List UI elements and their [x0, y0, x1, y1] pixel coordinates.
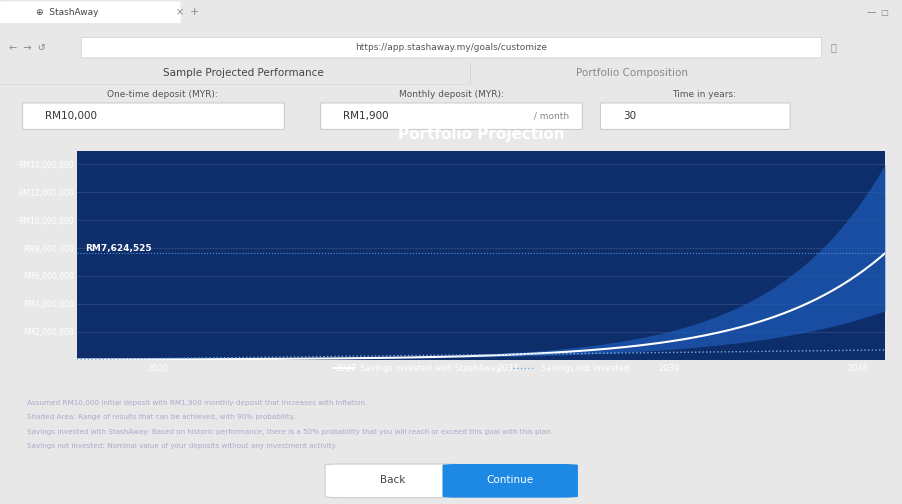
Text: Portfolio Composition: Portfolio Composition — [575, 68, 687, 78]
Text: Continue: Continue — [486, 475, 533, 485]
Text: ×: × — [176, 7, 184, 17]
Text: Savings not invested: Nominal value of your deposits without any investment acti: Savings not invested: Nominal value of y… — [27, 443, 336, 449]
FancyBboxPatch shape — [320, 103, 582, 130]
FancyBboxPatch shape — [442, 464, 577, 497]
Text: Assumed RM10,000 initial deposit with RM1,900 monthly deposit that increases wit: Assumed RM10,000 initial deposit with RM… — [27, 400, 367, 406]
Text: RM7,624,525: RM7,624,525 — [85, 244, 152, 253]
Text: RM1,900: RM1,900 — [343, 111, 389, 121]
Text: One-time deposit (MYR):: One-time deposit (MYR): — [107, 90, 217, 99]
Text: ←  →  ↺: ← → ↺ — [9, 43, 46, 52]
Title: Portfolio Projection: Portfolio Projection — [397, 128, 564, 143]
Text: □: □ — [879, 8, 888, 17]
FancyBboxPatch shape — [325, 464, 460, 497]
FancyBboxPatch shape — [600, 103, 789, 130]
Legend: Savings invested with StashAway, Savings not invested: Savings invested with StashAway, Savings… — [329, 361, 631, 376]
Text: 🔍: 🔍 — [830, 43, 836, 52]
Bar — [0, 84, 469, 85]
Text: +: + — [189, 7, 198, 17]
Text: Back: Back — [380, 475, 405, 485]
FancyBboxPatch shape — [81, 37, 821, 58]
Text: —: — — [866, 7, 876, 17]
Text: Shaded Area: Range of results that can be achieved, with 90% probability.: Shaded Area: Range of results that can b… — [27, 414, 295, 420]
Text: / month: / month — [530, 112, 568, 120]
Text: ⊕  StashAway: ⊕ StashAway — [36, 8, 98, 17]
Text: https://app.stashaway.my/goals/customize: https://app.stashaway.my/goals/customize — [355, 43, 547, 52]
Text: Sample Projected Performance: Sample Projected Performance — [163, 68, 324, 78]
Text: Monthly deposit (MYR):: Monthly deposit (MYR): — [399, 90, 503, 99]
Text: RM10,000: RM10,000 — [45, 111, 97, 121]
FancyBboxPatch shape — [0, 2, 180, 23]
Text: Time in years:: Time in years: — [672, 90, 735, 99]
FancyBboxPatch shape — [23, 103, 284, 130]
Text: 30: 30 — [622, 111, 636, 121]
Text: Savings invested with StashAway: Based on historic performance, there is a 50% p: Savings invested with StashAway: Based o… — [27, 428, 552, 434]
